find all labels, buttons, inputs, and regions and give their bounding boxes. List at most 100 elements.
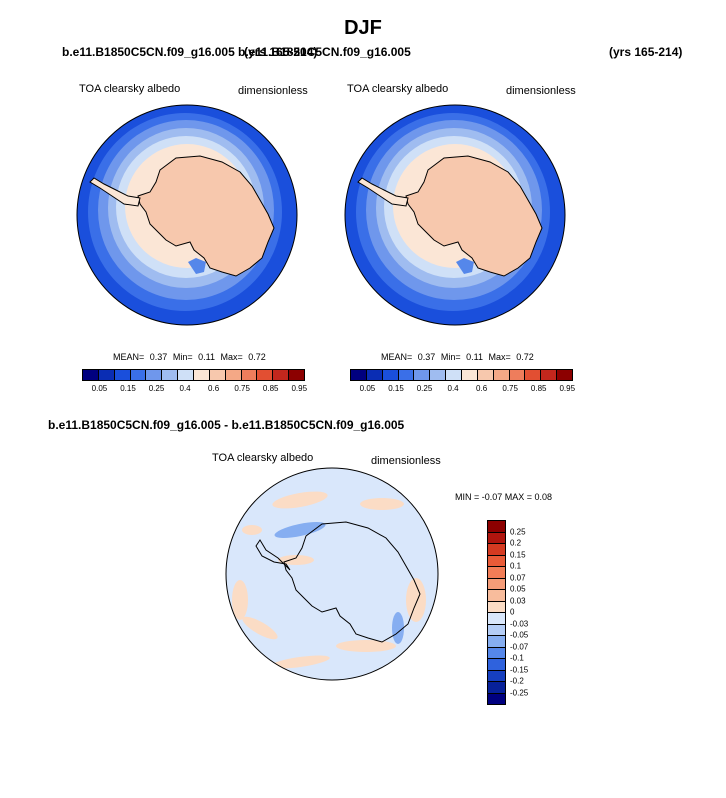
diff-colorbar-swatch xyxy=(487,577,506,589)
panel1-colorbar-swatch xyxy=(272,369,289,381)
panel2-colorbar-swatch xyxy=(365,369,382,381)
diff-colorbar-swatch xyxy=(487,566,506,578)
panel2-min-label: Min= xyxy=(440,352,461,362)
panel2-colorbar-swatch xyxy=(492,369,509,381)
diff-colorbar-swatch xyxy=(487,531,506,543)
panel2-colorbar-swatch xyxy=(413,369,430,381)
diff-colorbar-ticks: 0.25 0.2 0.15 0.1 0.07 0.05 0.03 0 -0.03 -0.05 -0.… xyxy=(510,520,550,704)
panel1-variable: TOA clearsky albedo xyxy=(79,83,181,95)
panel1-peninsula xyxy=(89,177,141,207)
panel1-colorbar-tick-label: 0.75 xyxy=(234,384,250,393)
panel2-colorbar-swatch xyxy=(397,369,414,381)
diff-colorbar-tick-label: -0.15 xyxy=(510,665,529,674)
panel2-peninsula xyxy=(357,177,409,207)
diff-colorbar-tick-label: -0.03 xyxy=(510,619,529,628)
diff-colorbar-swatch xyxy=(487,681,506,693)
panel2-colorbar-swatch xyxy=(445,369,461,381)
diff-colorbar-swatch xyxy=(487,589,506,601)
panel1-colorbar-tick-label: 0.6 xyxy=(208,384,220,393)
panel1-colorbar-swatch xyxy=(193,369,209,381)
diff-peninsula xyxy=(255,539,291,571)
panel1-colorbar-tick-label: 0.25 xyxy=(148,384,165,393)
diff-minmax: MIN = -0.07 MAX = 0.08 xyxy=(455,492,553,502)
diff-colorbar-tick-label: 0.15 xyxy=(510,550,526,559)
panel2-units: dimensionless xyxy=(506,85,576,97)
diff-colorbar-tick-label: 0 xyxy=(510,607,515,617)
panel1-colorbar-swatch xyxy=(288,369,304,381)
panel1-colorbar-swatch xyxy=(224,369,241,381)
panel2-colorbar-swatch xyxy=(381,369,398,381)
panel2-mean-value: 0.37 xyxy=(417,352,436,362)
panel2-colorbar-tick-label: 0.6 xyxy=(476,384,488,393)
diff-colorbar-tick-label: 0.25 xyxy=(510,527,526,536)
panel1-colorbar-ticks: 0.05 0.15 0.25 0.4 0.6 0.75 0.85 0.95 xyxy=(82,384,308,396)
diff-colorbar-tick-label: -0.05 xyxy=(510,630,529,640)
panel2-colorbar-tick-label: 0.85 xyxy=(530,384,547,393)
diff-colorbar-swatch xyxy=(487,646,506,658)
panel2-colorbar-tick-label: 0.25 xyxy=(416,384,433,393)
panel1-max-label: Max= xyxy=(220,352,243,362)
diff-colorbar-swatch xyxy=(487,669,506,681)
panel1-min-label: Min= xyxy=(172,352,193,362)
panel2-colorbar xyxy=(350,369,573,381)
diff-colorbar-tick-label: 0.1 xyxy=(510,561,522,571)
panel1-colorbar-swatch xyxy=(113,369,130,381)
diff-colorbar-tick-label: -0.07 xyxy=(510,642,529,651)
panel2-colorbar-ticks: 0.05 0.15 0.25 0.4 0.6 0.75 0.85 0.95 xyxy=(350,384,576,396)
panel1-colorbar-swatch xyxy=(240,369,257,381)
panel2-colorbar-tick-label: 0.15 xyxy=(388,384,404,393)
panel2-colorbar-tick-label: 0.95 xyxy=(559,384,576,393)
panel2-colorbar-tick-label: 0.4 xyxy=(447,384,459,393)
years-left: (yrs 165-214) xyxy=(244,45,318,59)
panel2-colorbar-swatch xyxy=(524,369,541,381)
panel2-colorbar-swatch xyxy=(350,369,366,381)
diff-colorbar-swatch xyxy=(487,554,506,566)
panel1-colorbar-tick-label: 0.15 xyxy=(120,384,136,393)
panel1-colorbar-swatch xyxy=(82,369,98,381)
panel1-units: dimensionless xyxy=(238,85,308,97)
diff-colorbar-swatch xyxy=(487,635,506,647)
panel2-max-value: 0.72 xyxy=(516,352,534,362)
case-name-left: b.e11.B1850C5CN.f09_g16.005 xyxy=(62,45,235,59)
diff-antarctica xyxy=(283,521,421,643)
panel2-stats: MEAN= 0.37 Min= 0.11 Max= 0.72 xyxy=(381,352,534,362)
panel2-colorbar-swatch xyxy=(461,369,477,381)
panel2-min-value: 0.11 xyxy=(466,352,483,362)
diff-colorbar-tick-label: 0.03 xyxy=(510,596,526,605)
diff-colorbar-tick-label: -0.25 xyxy=(510,688,529,697)
panel1-mean-value: 0.37 xyxy=(149,352,168,362)
diff-colorbar-tick-label: 0.05 xyxy=(510,584,526,594)
panel1-colorbar-swatch xyxy=(161,369,178,381)
diff-colorbar xyxy=(487,520,506,705)
panel1-mean-label: MEAN= xyxy=(113,352,145,362)
panel1-colorbar xyxy=(82,369,305,381)
panel2-colorbar-swatch xyxy=(508,369,525,381)
panel1-colorbar-swatch xyxy=(177,369,193,381)
panel2-colorbar-tick-label: 0.05 xyxy=(359,384,376,393)
panel2-colorbar-swatch xyxy=(476,369,493,381)
diff-colorbar-tick-label: 0.07 xyxy=(510,573,526,582)
panel1-colorbar-tick-label: 0.05 xyxy=(91,384,108,393)
panel1-colorbar-swatch xyxy=(145,369,162,381)
panel2-colorbar-tick-label: 0.75 xyxy=(502,384,518,393)
diff-colorbar-swatch xyxy=(487,600,506,612)
panel1-min-value: 0.11 xyxy=(198,352,215,362)
panel1-colorbar-swatch xyxy=(97,369,114,381)
panel2-antarctica xyxy=(405,155,543,277)
diff-units: dimensionless xyxy=(371,455,441,467)
panel1-antarctica xyxy=(137,155,275,277)
diff-colorbar-swatch xyxy=(487,612,506,624)
diff-colorbar-swatch xyxy=(487,658,506,670)
panel2-colorbar-swatch xyxy=(540,369,557,381)
diff-case-title: b.e11.B1850C5CN.f09_g16.005 - b.e11.B185… xyxy=(48,418,405,432)
panel2-colorbar-swatch xyxy=(429,369,446,381)
diff-colorbar-tick-label: 0.2 xyxy=(510,538,522,548)
diff-field xyxy=(226,468,438,680)
panel2-max-label: Max= xyxy=(488,352,511,362)
panel1-colorbar-tick-label: 0.95 xyxy=(291,384,308,393)
panel2-colorbar-swatch xyxy=(556,369,572,381)
diff-colorbar-swatch xyxy=(487,692,506,704)
panel1-colorbar-tick-label: 0.4 xyxy=(179,384,191,393)
plot-title: DJF xyxy=(344,17,382,39)
